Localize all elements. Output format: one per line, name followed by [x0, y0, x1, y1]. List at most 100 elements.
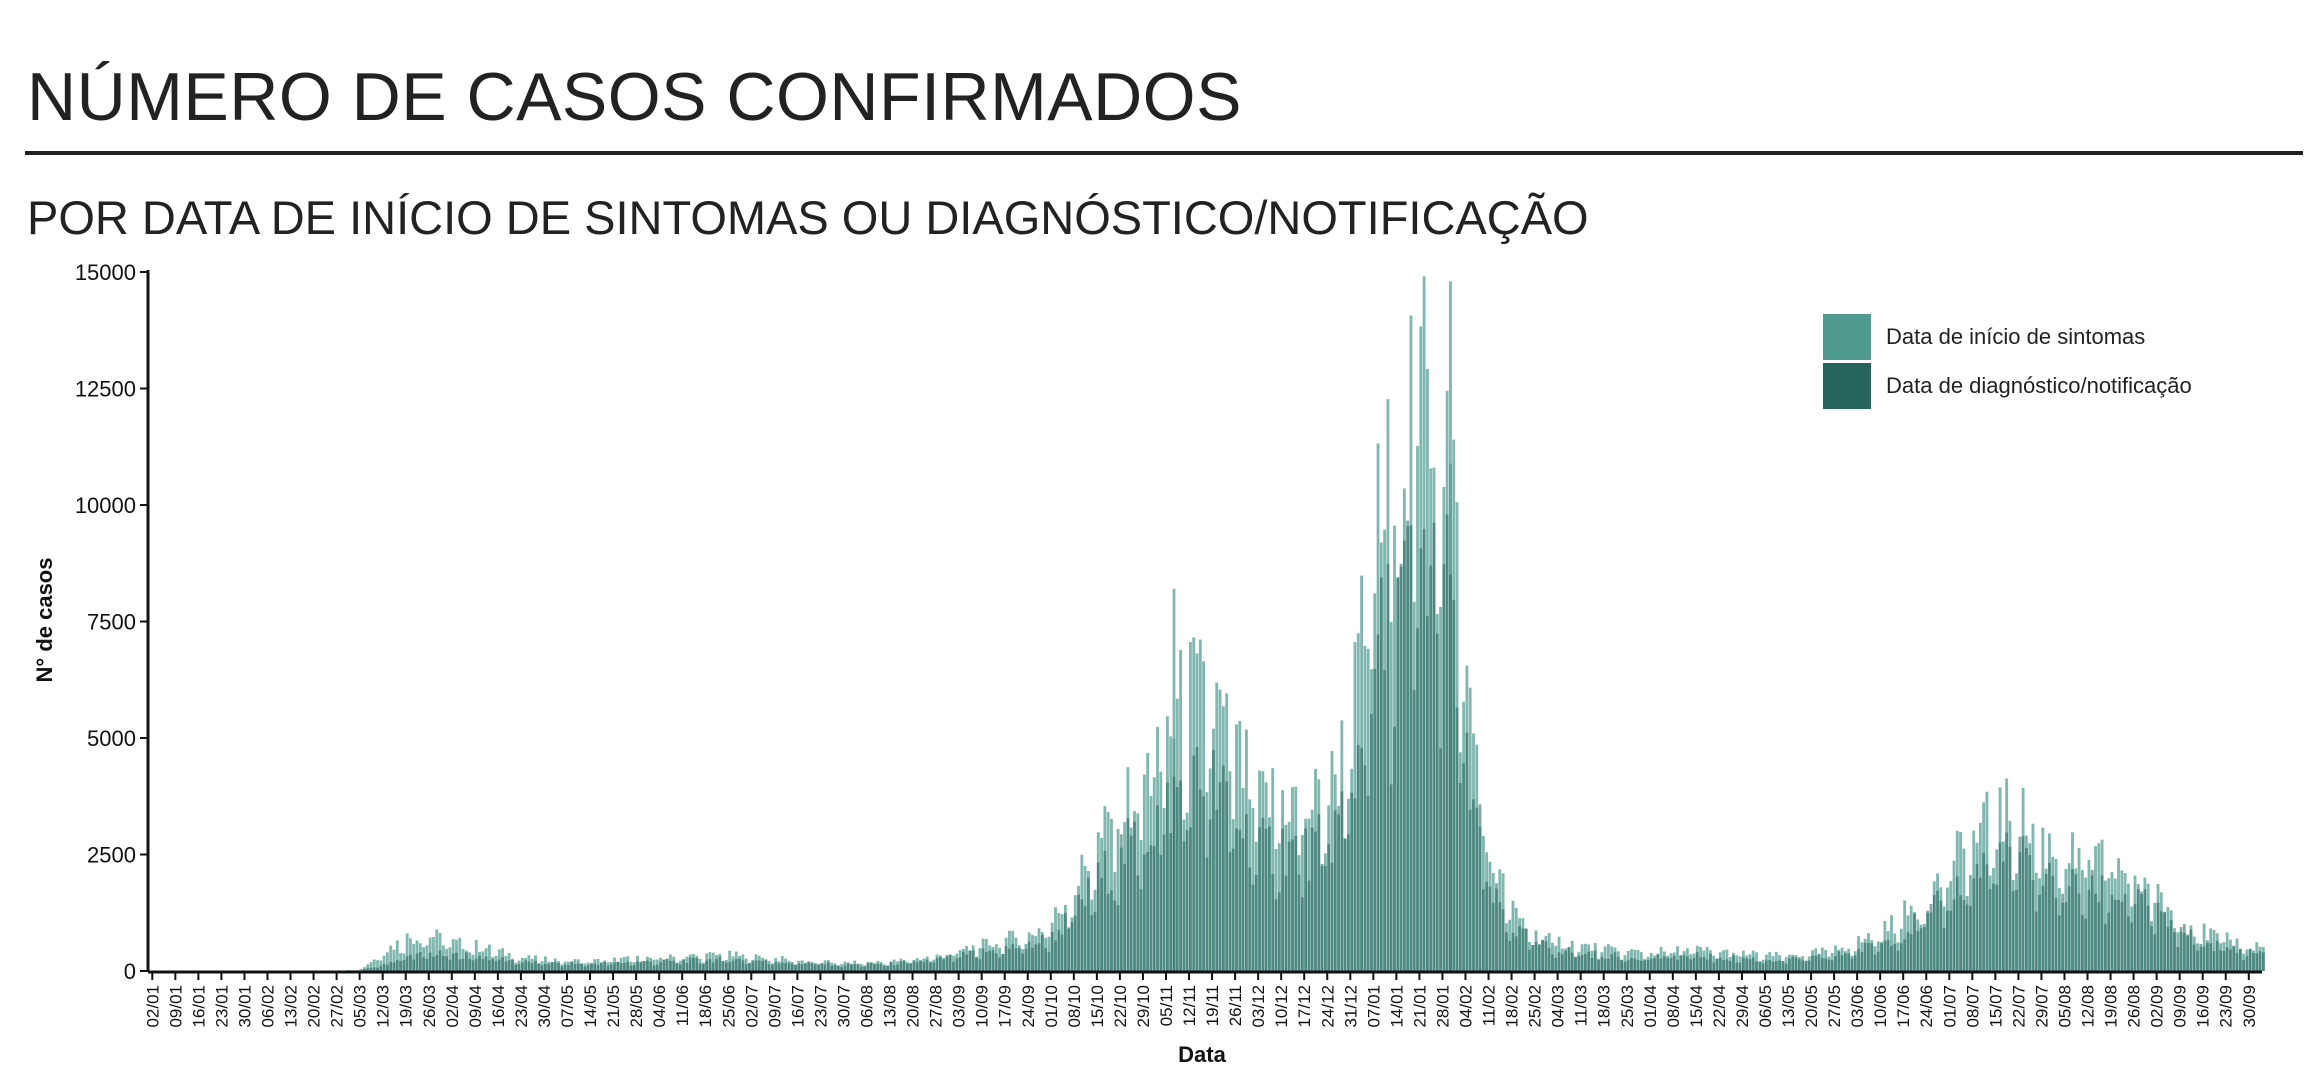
bar [2117, 899, 2120, 971]
bar [1462, 763, 1466, 971]
bar [902, 960, 906, 971]
bar [645, 960, 649, 971]
x-tick-label: 12/08 [2079, 985, 2098, 1028]
bar [803, 963, 807, 971]
bar [1116, 829, 1120, 971]
bar [754, 960, 758, 971]
title-divider [25, 151, 2303, 155]
bar [1567, 947, 1571, 971]
bar [1008, 948, 1011, 971]
bar [1827, 959, 1831, 971]
bar [669, 960, 672, 971]
bar [1867, 942, 1870, 971]
x-tick-label: 06/08 [858, 985, 877, 1028]
x-tick-label: 09/04 [466, 985, 485, 1028]
bar [1919, 928, 1923, 971]
bar [1402, 540, 1406, 971]
bar [757, 960, 761, 971]
bar [830, 965, 834, 971]
bar [1817, 954, 1821, 971]
bar [1913, 913, 1916, 971]
x-tick-label: 20/02 [305, 985, 324, 1028]
bar [1481, 889, 1485, 971]
bar [626, 961, 630, 971]
bar [543, 963, 547, 971]
bar [1985, 864, 1989, 971]
bar [1715, 958, 1719, 971]
bar [1896, 950, 1900, 971]
bar [1860, 952, 1864, 971]
bar [2163, 911, 2167, 971]
bar [1633, 958, 1637, 971]
bar [366, 968, 370, 971]
bar [1745, 958, 1749, 971]
x-tick-label: 22/04 [1710, 985, 1729, 1028]
x-tick-label: 19/08 [2102, 985, 2121, 1028]
bar [1017, 948, 1021, 971]
bar [1903, 939, 1907, 971]
bar [560, 966, 564, 971]
x-tick-label: 01/07 [1940, 985, 1959, 1028]
bar [1537, 944, 1541, 971]
bar [1054, 907, 1057, 971]
x-tick-label: 16/04 [489, 985, 508, 1028]
bar [1965, 896, 1969, 971]
bar [1623, 961, 1627, 971]
bar [879, 964, 883, 971]
bar [504, 961, 508, 971]
bar [708, 958, 712, 971]
bar [807, 962, 811, 971]
bar [1152, 846, 1156, 971]
bar [494, 961, 498, 971]
bar [2232, 945, 2236, 971]
bar [899, 961, 903, 971]
bar [1287, 841, 1291, 971]
bar [1323, 865, 1327, 971]
bar [1340, 791, 1344, 971]
bar [1165, 782, 1169, 971]
x-tick-label: 20/05 [1802, 985, 1821, 1028]
x-tick-label: 09/07 [765, 985, 784, 1028]
bar [1804, 960, 1808, 971]
bar [1067, 928, 1071, 971]
bar [1175, 787, 1179, 971]
bar [1659, 958, 1663, 971]
bar [415, 953, 419, 971]
bar [1435, 633, 1439, 971]
bar [2064, 902, 2068, 971]
bar [2028, 855, 2032, 971]
bar [2242, 959, 2246, 971]
x-tick-label: 22/10 [1111, 985, 1130, 1028]
legend-label-notification: Data de diagnóstico/notificação [1886, 372, 2192, 398]
bar [1050, 931, 1054, 971]
bar [468, 958, 472, 971]
bar [2051, 875, 2055, 971]
bar [1070, 922, 1074, 971]
x-tick-label: 18/02 [1503, 985, 1522, 1028]
bar [1685, 956, 1689, 971]
bar [1221, 765, 1225, 971]
bar [1317, 814, 1321, 971]
x-tick-label: 02/07 [742, 985, 761, 1028]
bar [1458, 782, 1462, 971]
x-tick-label: 10/06 [1871, 985, 1890, 1028]
bar [1366, 795, 1370, 971]
x-tick-label: 17/06 [1894, 985, 1913, 1028]
bar [655, 964, 659, 971]
bar [1574, 957, 1577, 971]
x-tick-label: 25/06 [719, 985, 738, 1028]
bar [1873, 954, 1877, 971]
x-tick-label: 29/07 [2032, 985, 2051, 1028]
bar [724, 962, 728, 971]
bar [593, 963, 597, 971]
bar [1534, 941, 1538, 971]
bar [517, 964, 521, 971]
bar [1110, 890, 1113, 971]
bar [2186, 935, 2190, 971]
bar [1060, 934, 1064, 971]
bar [1205, 857, 1209, 971]
bar [1728, 960, 1732, 971]
bar [432, 956, 435, 971]
bar [524, 960, 528, 971]
